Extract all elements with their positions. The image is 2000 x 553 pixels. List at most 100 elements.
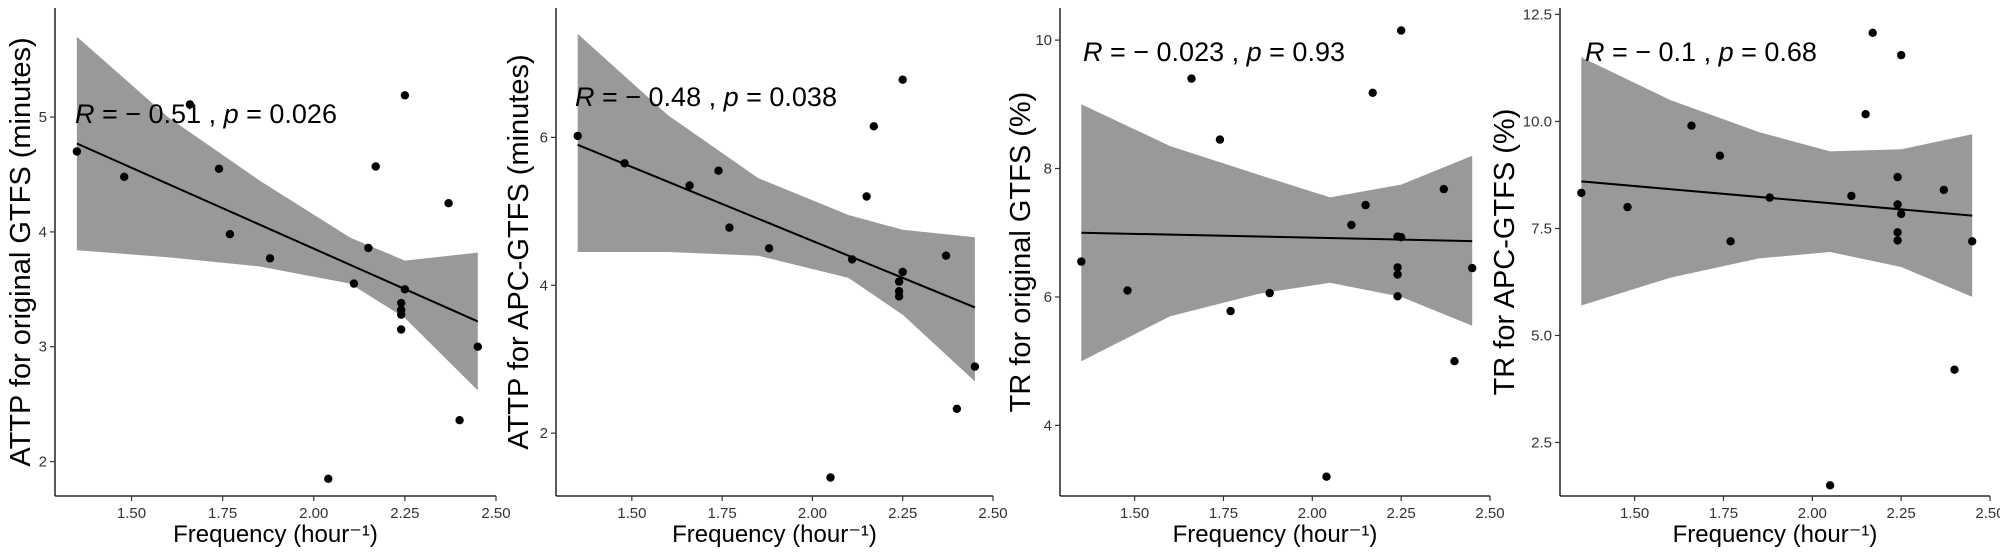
data-point bbox=[1368, 88, 1377, 98]
r-value: = − 0.51 , bbox=[95, 99, 224, 129]
x-tick-label: 1.75 bbox=[708, 505, 737, 522]
correlation-annotation: R = − 0.1 , p = 0.68 bbox=[1585, 37, 1817, 67]
p-value: = 0.93 bbox=[1262, 37, 1345, 67]
data-point bbox=[1715, 151, 1725, 160]
x-tick-label: 2.00 bbox=[1298, 505, 1327, 522]
x-tick-label: 1.75 bbox=[1209, 505, 1238, 522]
y-tick-label: 8 bbox=[1044, 161, 1052, 178]
data-point bbox=[397, 298, 406, 308]
data-point bbox=[764, 244, 774, 253]
data-point bbox=[894, 287, 904, 296]
x-axis-label: Frequency (hour⁻¹) bbox=[1173, 521, 1378, 548]
confidence-band bbox=[76, 36, 478, 391]
y-tick-label: 4 bbox=[1044, 417, 1052, 434]
data-point bbox=[371, 162, 380, 171]
y-tick-label: 7.5 bbox=[1531, 220, 1552, 237]
x-tick-label: 2.25 bbox=[1887, 505, 1916, 522]
r-value: = − 0.1 , bbox=[1605, 37, 1719, 67]
x-tick-label: 1.50 bbox=[117, 505, 146, 522]
y-tick-label: 2 bbox=[540, 425, 548, 442]
data-point bbox=[1226, 306, 1235, 316]
x-tick-label: 2.00 bbox=[299, 505, 328, 522]
panel-attp-apc: 1.50 1.75 2.00 2.25 2.50 2 4 6 Frequency (hour⁻¹… bbox=[503, 8, 1008, 548]
data-point bbox=[1861, 110, 1870, 119]
panel-attp-original: 1.50 1.75 2.00 2.25 2.50 2 3 4 5 Frequency (hour⁻… bbox=[5, 8, 511, 548]
y-tick-label: 3 bbox=[39, 339, 47, 356]
confidence-band bbox=[1581, 57, 1973, 306]
x-tick-label: 2.00 bbox=[798, 505, 827, 522]
data-point bbox=[714, 166, 723, 175]
y-tick-label: 12.5 bbox=[1523, 6, 1552, 23]
correlation-annotation: R = − 0.48 , p = 0.038 bbox=[575, 82, 837, 112]
data-point bbox=[898, 267, 907, 277]
y-axis-label: TR for original GTFS (%) bbox=[1005, 92, 1037, 413]
x-tick-label: 2.50 bbox=[1475, 505, 1504, 522]
y-tick-label: 6 bbox=[1044, 289, 1052, 306]
data-point bbox=[397, 325, 406, 334]
x-axis-label: Frequency (hour⁻¹) bbox=[672, 521, 877, 548]
data-point bbox=[225, 230, 235, 239]
data-point bbox=[573, 131, 582, 141]
data-point bbox=[941, 251, 951, 260]
data-point bbox=[349, 279, 359, 288]
data-point bbox=[1265, 288, 1274, 298]
y-axis-label: TR for APC-GTFS (%) bbox=[1489, 109, 1521, 396]
x-tick-label: 2.25 bbox=[390, 505, 419, 522]
x-axis-label: Frequency (hour⁻¹) bbox=[1673, 521, 1878, 548]
data-point bbox=[1577, 188, 1586, 198]
data-point bbox=[444, 199, 453, 208]
correlation-annotation: R = − 0.023 , p = 0.93 bbox=[1083, 37, 1345, 67]
y-tick-label: 6 bbox=[540, 129, 548, 146]
data-point bbox=[847, 255, 857, 264]
data-point bbox=[1123, 286, 1132, 295]
data-point bbox=[265, 254, 275, 263]
data-point bbox=[1393, 292, 1402, 301]
data-point bbox=[1468, 263, 1477, 273]
p-symbol: p bbox=[723, 82, 739, 112]
p-symbol: p bbox=[1246, 37, 1262, 67]
data-point bbox=[1077, 257, 1086, 266]
regression-line bbox=[1581, 180, 1973, 217]
y-tick-label: 10.0 bbox=[1523, 113, 1552, 130]
data-point bbox=[1897, 209, 1906, 219]
y-tick-label: 2.5 bbox=[1531, 434, 1552, 451]
data-point bbox=[185, 100, 195, 109]
y-tick-label: 5 bbox=[39, 109, 47, 126]
regression-line bbox=[76, 142, 479, 323]
x-tick-label: 1.50 bbox=[1120, 505, 1149, 522]
data-point bbox=[473, 342, 482, 351]
y-axis-label: ATTP for original GTFS (minutes) bbox=[5, 37, 37, 466]
data-point bbox=[1939, 185, 1949, 195]
data-point bbox=[869, 122, 878, 131]
data-point bbox=[1968, 237, 1977, 246]
confidence-band bbox=[577, 33, 975, 382]
data-point bbox=[1950, 365, 1959, 374]
confidence-band bbox=[1081, 104, 1473, 362]
x-tick-label: 2.25 bbox=[888, 505, 917, 522]
x-tick-label: 2.00 bbox=[1798, 505, 1827, 522]
data-point bbox=[397, 305, 406, 315]
x-tick-label: 1.75 bbox=[1709, 505, 1738, 522]
data-point bbox=[1215, 135, 1225, 144]
data-point bbox=[214, 164, 224, 173]
data-point bbox=[1893, 172, 1902, 182]
x-tick-label: 1.75 bbox=[208, 505, 237, 522]
data-point bbox=[1623, 202, 1632, 212]
p-value: = 0.68 bbox=[1734, 37, 1817, 67]
data-point bbox=[364, 243, 373, 253]
data-point bbox=[898, 75, 907, 84]
panel-tr-original: 1.50 1.75 2.00 2.25 2.50 4 6 8 10 Frequency (hour… bbox=[1005, 8, 1505, 548]
x-tick-label: 2.50 bbox=[481, 505, 510, 522]
data-point bbox=[1393, 270, 1402, 279]
data-point bbox=[725, 223, 734, 232]
data-point bbox=[1893, 200, 1902, 209]
data-point bbox=[1893, 228, 1902, 237]
panel-tr-apc: 1.50 1.75 2.00 2.25 2.50 2.5 5.0 7.5 10.0 12.5 Fre… bbox=[1489, 6, 2000, 548]
data-point bbox=[1726, 237, 1735, 246]
r-value: = − 0.48 , bbox=[595, 82, 724, 112]
regression-line bbox=[577, 143, 976, 309]
data-point bbox=[1893, 236, 1902, 245]
data-point bbox=[455, 416, 464, 425]
regression-line bbox=[1081, 231, 1473, 243]
